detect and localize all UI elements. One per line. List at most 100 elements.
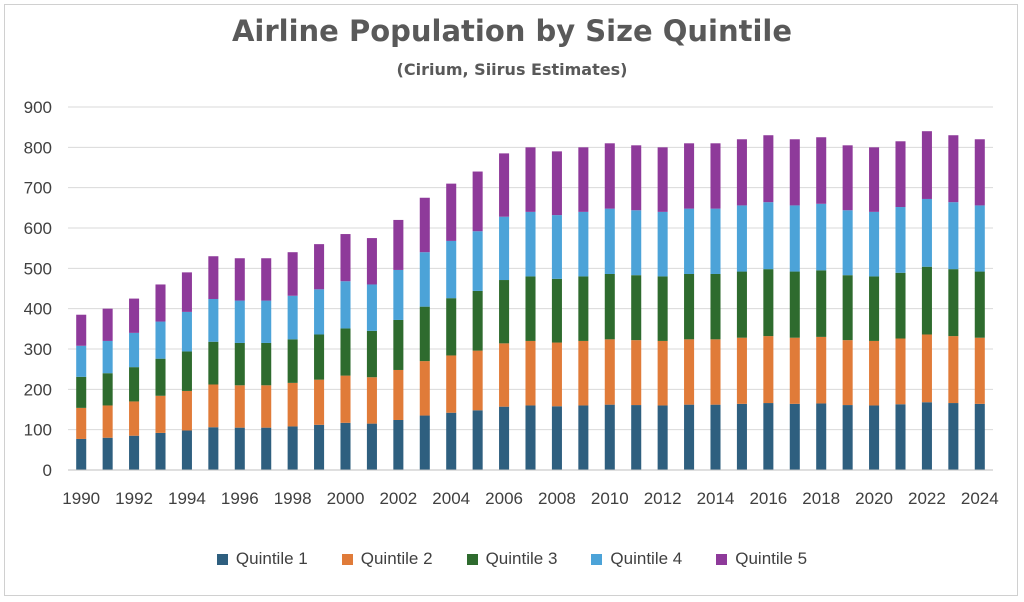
y-tick-label: 0 bbox=[43, 461, 52, 480]
bar-q4-2015 bbox=[736, 205, 747, 272]
bar-q3-1995 bbox=[208, 341, 219, 385]
bar-q5-2008 bbox=[551, 151, 562, 216]
bar-q2-2023 bbox=[948, 336, 959, 404]
bar-q4-1991 bbox=[102, 340, 113, 374]
bar-q1-2018 bbox=[816, 403, 827, 470]
bar-q3-2021 bbox=[895, 272, 906, 339]
bar-q4-1996 bbox=[234, 300, 245, 343]
bar-q1-2006 bbox=[499, 406, 510, 470]
bar-q1-2012 bbox=[657, 405, 668, 470]
bar-q4-2009 bbox=[578, 211, 589, 277]
bar-q1-1991 bbox=[102, 437, 113, 470]
bar-q1-1999 bbox=[314, 424, 325, 470]
bar-q3-2024 bbox=[974, 271, 985, 338]
bar-q1-2009 bbox=[578, 405, 589, 470]
x-tick-label: 2002 bbox=[379, 489, 417, 508]
bar-q1-2023 bbox=[948, 403, 959, 470]
bar-q2-2015 bbox=[736, 337, 747, 404]
bar-q4-2001 bbox=[366, 284, 377, 331]
bar-q2-2011 bbox=[631, 340, 642, 406]
bar-q5-1997 bbox=[261, 258, 272, 301]
bar-q3-1991 bbox=[102, 373, 113, 406]
bar-q1-2020 bbox=[869, 405, 880, 470]
legend-label: Quintile 2 bbox=[360, 549, 433, 568]
bar-q5-2020 bbox=[869, 147, 880, 212]
bars bbox=[76, 131, 985, 470]
bar-q5-1991 bbox=[102, 308, 113, 341]
bar-q5-2017 bbox=[789, 139, 800, 206]
x-tick-label: 2016 bbox=[749, 489, 787, 508]
bar-q2-2010 bbox=[604, 339, 615, 405]
bar-q2-2021 bbox=[895, 338, 906, 405]
bar-q2-2002 bbox=[393, 369, 404, 420]
bar-q5-2004 bbox=[446, 183, 457, 241]
bar-q2-1996 bbox=[234, 385, 245, 428]
bar-q4-2021 bbox=[895, 207, 906, 273]
bar-q4-2004 bbox=[446, 240, 457, 299]
bar-q2-2012 bbox=[657, 340, 668, 406]
bar-q5-2021 bbox=[895, 141, 906, 208]
bar-q1-1992 bbox=[129, 435, 140, 470]
bar-q3-2008 bbox=[551, 278, 562, 343]
bar-q4-2007 bbox=[525, 211, 536, 277]
x-tick-label: 2004 bbox=[432, 489, 470, 508]
bar-q5-1993 bbox=[155, 284, 166, 322]
bar-q5-2022 bbox=[921, 131, 932, 199]
bar-q2-1998 bbox=[287, 382, 298, 427]
bar-q3-2009 bbox=[578, 276, 589, 341]
bar-q2-2014 bbox=[710, 339, 721, 405]
bar-q2-1990 bbox=[76, 407, 87, 439]
bar-q3-2017 bbox=[789, 271, 800, 338]
bar-q4-2012 bbox=[657, 211, 668, 277]
bar-q1-1993 bbox=[155, 432, 166, 470]
bar-q5-1998 bbox=[287, 252, 298, 296]
bar-q3-2013 bbox=[684, 273, 695, 340]
bar-q5-2024 bbox=[974, 139, 985, 206]
bar-q3-2000 bbox=[340, 328, 351, 376]
chart-title: Airline Population by Size Quintile bbox=[231, 14, 793, 48]
x-tick-label: 2012 bbox=[644, 489, 682, 508]
bar-q1-2017 bbox=[789, 403, 800, 470]
bar-q4-2002 bbox=[393, 269, 404, 320]
bar-q3-1994 bbox=[181, 351, 192, 391]
bar-q3-2014 bbox=[710, 273, 721, 340]
legend: Quintile 1 Quintile 2 Quintile 3 Quintile 4… bbox=[0, 549, 1024, 569]
bar-q2-1993 bbox=[155, 395, 166, 433]
bar-q2-2024 bbox=[974, 337, 985, 404]
x-tick-label: 1990 bbox=[62, 489, 100, 508]
bar-q5-2018 bbox=[816, 137, 827, 204]
bar-q2-2000 bbox=[340, 375, 351, 423]
bar-q3-2016 bbox=[763, 269, 774, 337]
legend-item-q5: Quintile 5 bbox=[716, 549, 807, 569]
bar-q1-1995 bbox=[208, 427, 219, 470]
bar-q4-2005 bbox=[472, 231, 483, 291]
bar-q5-2023 bbox=[948, 135, 959, 203]
x-tick-label: 2006 bbox=[485, 489, 523, 508]
bar-q5-1999 bbox=[314, 244, 325, 290]
bar-q1-2010 bbox=[604, 404, 615, 470]
bar-q2-2019 bbox=[842, 340, 853, 406]
y-tick-label: 700 bbox=[24, 179, 52, 198]
bar-q2-1997 bbox=[261, 385, 272, 428]
bar-q3-2019 bbox=[842, 275, 853, 341]
bar-q4-2024 bbox=[974, 205, 985, 272]
bar-q1-2000 bbox=[340, 422, 351, 470]
bar-q5-2019 bbox=[842, 145, 853, 211]
bar-q1-2011 bbox=[631, 405, 642, 470]
bar-q4-2011 bbox=[631, 210, 642, 276]
bar-q3-2001 bbox=[366, 330, 377, 378]
bar-q3-2005 bbox=[472, 290, 483, 351]
bar-q3-2003 bbox=[419, 306, 430, 362]
bar-q4-1994 bbox=[181, 311, 192, 352]
bar-q5-2015 bbox=[736, 139, 747, 206]
bar-q1-2019 bbox=[842, 405, 853, 470]
bar-q5-1994 bbox=[181, 272, 192, 312]
bar-q5-2009 bbox=[578, 147, 589, 212]
legend-swatch bbox=[216, 553, 228, 565]
bar-q1-2004 bbox=[446, 412, 457, 470]
x-tick-label: 2024 bbox=[961, 489, 999, 508]
legend-label: Quintile 1 bbox=[235, 549, 308, 568]
bar-q3-1997 bbox=[261, 342, 272, 386]
bar-q1-2014 bbox=[710, 404, 721, 470]
legend-label: Quintile 3 bbox=[485, 549, 558, 568]
